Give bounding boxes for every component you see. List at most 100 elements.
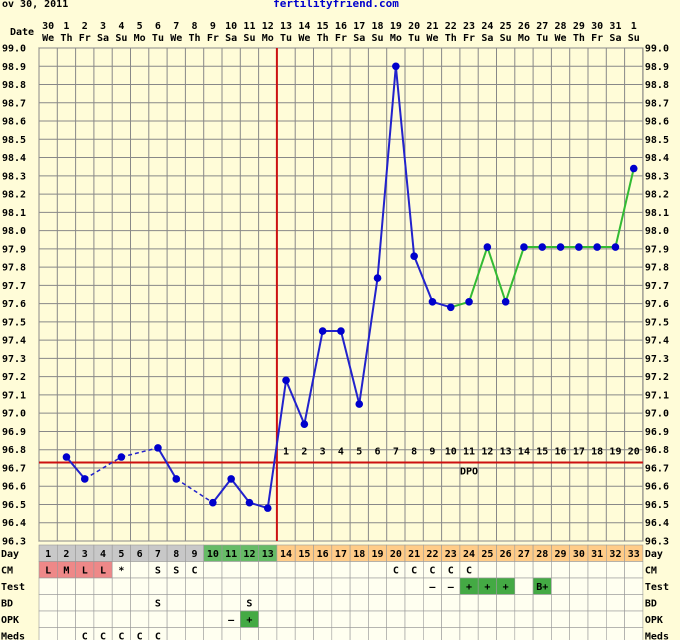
table-cell-text: C <box>155 632 161 640</box>
temp-point <box>282 376 290 385</box>
table-cell <box>276 561 296 579</box>
x-weekday-label: Sa <box>97 33 109 44</box>
x-weekday-label: Sa <box>225 33 237 44</box>
date-label: Date <box>10 27 34 38</box>
x-weekday-label: Mo <box>390 33 402 44</box>
table-cell-text: 22 <box>426 549 438 560</box>
table-cell-text: 1 <box>45 549 51 560</box>
temp-segment <box>230 478 251 504</box>
table-cell-text: S <box>173 566 179 577</box>
temp-point <box>501 298 510 306</box>
dpo-number: 3 <box>320 446 326 457</box>
table-cell <box>313 577 333 595</box>
table-cell <box>587 577 607 595</box>
y-tick-label-left: 97.1 <box>2 390 26 401</box>
table-cell-text: 25 <box>481 549 493 560</box>
dpo-number: 15 <box>536 446 548 457</box>
temp-point <box>209 498 217 507</box>
x-date-label: 31 <box>609 21 621 32</box>
table-cell-text: * <box>118 566 124 577</box>
temp-point <box>300 420 309 428</box>
table-cell-text: 6 <box>137 549 143 560</box>
dpo-number: 6 <box>375 446 381 457</box>
x-date-label: 5 <box>137 21 143 32</box>
y-axis-right: 99.0 98.9 98.8 98.7 98.6 98.5 98.4 98.3 98.2 98.1… <box>645 44 669 548</box>
temp-point <box>172 475 181 483</box>
table-cell <box>111 594 131 612</box>
table-cell-text: C <box>82 632 88 640</box>
table-cell <box>38 577 58 595</box>
dpo-number: 7 <box>393 446 399 457</box>
table-cell-text: L <box>82 566 88 577</box>
y-tick-label-left: 98.6 <box>2 117 26 128</box>
x-weekday-label: Th <box>445 33 457 44</box>
table-cell <box>605 610 625 628</box>
temp-segment <box>486 246 507 303</box>
table-cell-text: 7 <box>155 549 161 560</box>
dpo-number: 13 <box>500 446 512 457</box>
temp-point <box>154 444 162 452</box>
x-weekday-label: Su <box>500 33 512 44</box>
x-date-label: 1 <box>63 21 69 32</box>
x-date-label: 8 <box>192 21 198 32</box>
row-label-right-bd: BD <box>645 599 657 610</box>
table-cell <box>221 627 241 640</box>
table-cell <box>130 594 150 612</box>
temp-segment <box>614 168 635 248</box>
chart-grid <box>38 47 644 542</box>
table-cell-text: 10 <box>207 549 219 560</box>
table-cell <box>569 627 589 640</box>
temp-point <box>227 475 235 483</box>
y-tick-label-left: 97.8 <box>2 263 26 274</box>
table-cell-text: C <box>192 566 198 577</box>
y-tick-label-left: 96.6 <box>2 482 26 493</box>
table-cell <box>422 594 442 612</box>
table-cell <box>75 577 95 595</box>
temp-point <box>428 298 437 306</box>
table-cell <box>368 577 387 595</box>
table-cell <box>166 627 186 640</box>
table-cell <box>56 627 76 640</box>
x-weekday-label: Su <box>243 33 255 44</box>
table-cell-text: 18 <box>353 549 365 560</box>
table-cell <box>111 610 131 628</box>
temp-point <box>62 453 71 461</box>
table-cell <box>477 561 497 579</box>
table-cell-text: S <box>246 599 252 610</box>
y-tick-label-right: 96.7 <box>645 463 669 474</box>
table-cell <box>294 610 314 628</box>
table-cell-text: L <box>45 566 51 577</box>
x-date-label: 24 <box>481 21 493 32</box>
row-label-right-opk: OPK <box>645 615 663 626</box>
table-cell <box>496 561 516 579</box>
table-cell <box>130 577 150 595</box>
x-weekday-label: Sa <box>609 33 621 44</box>
table-cell-text: 5 <box>118 549 124 560</box>
table-cell <box>477 627 497 640</box>
y-tick-label-right: 99.0 <box>645 44 669 55</box>
table-cell <box>368 594 387 612</box>
temp-point <box>80 475 89 483</box>
table-cell-text: 24 <box>463 549 475 560</box>
table-cell <box>496 610 516 628</box>
table-cell <box>551 594 571 612</box>
table-cell-text: 4 <box>100 549 106 560</box>
x-date-label: 13 <box>280 21 292 32</box>
x-date-label: 11 <box>243 21 255 32</box>
table-cell <box>185 577 204 595</box>
table-cell <box>441 610 461 628</box>
table-cell <box>386 577 406 595</box>
table-cell <box>93 610 113 628</box>
table-cell <box>569 561 589 579</box>
table-cell <box>496 594 516 612</box>
table-cell-text: 12 <box>243 549 255 560</box>
x-date-label: 30 <box>42 21 54 32</box>
table-cell-text: 3 <box>82 549 88 560</box>
temp-point <box>117 453 126 461</box>
y-tick-label-right: 96.5 <box>645 500 669 511</box>
x-weekday-label: Th <box>60 33 72 44</box>
y-tick-label-right: 96.9 <box>645 427 669 438</box>
table-cell <box>569 577 589 595</box>
